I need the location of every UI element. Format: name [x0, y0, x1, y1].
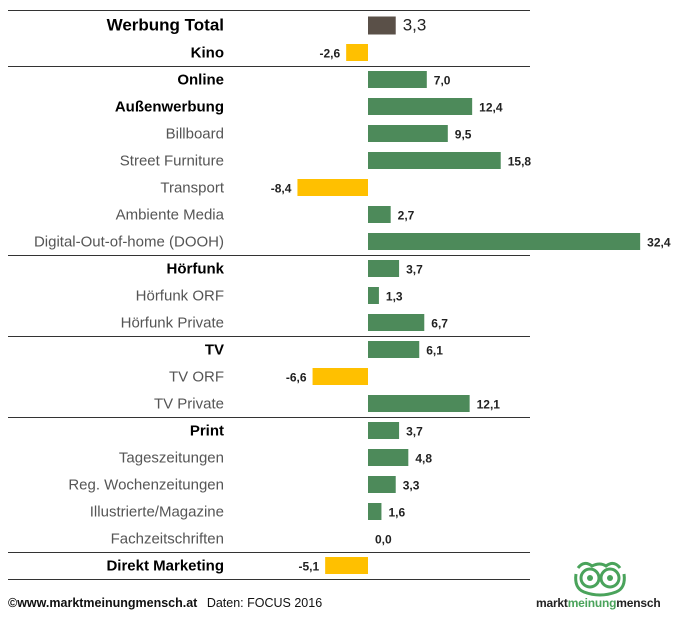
value-label-ambiente-media: 2,7	[398, 209, 415, 223]
bar-transport	[297, 179, 368, 196]
category-label-reg-wochenzeitungen: Reg. Wochenzeitungen	[68, 477, 224, 494]
bar-tv-orf	[312, 368, 368, 385]
value-label-billboard: 9,5	[455, 128, 472, 142]
value-label-hörfunk-orf: 1,3	[386, 290, 403, 304]
bar-reg-wochenzeitungen	[368, 476, 396, 493]
data-source: Daten: FOCUS 2016	[206, 596, 323, 610]
bar-street-furniture	[368, 152, 501, 169]
category-label-werbung-total: Werbung Total	[107, 16, 224, 35]
bar-illustrierte-magazine	[368, 503, 382, 520]
category-label-illustrierte-magazine: Illustrierte/Magazine	[90, 504, 224, 521]
value-label-illustrierte-magazine: 1,6	[388, 506, 405, 520]
bar-hörfunk	[368, 260, 400, 277]
category-label-hörfunk-private: Hörfunk Private	[121, 315, 224, 332]
category-label-tv: TV	[205, 342, 224, 359]
owl-logo-icon	[574, 561, 626, 597]
category-label-hörfunk-orf: Hörfunk ORF	[136, 288, 224, 305]
bar-hörfunk-orf	[368, 287, 379, 304]
category-label-ambiente-media: Ambiente Media	[116, 207, 225, 224]
category-label-außenwerbung: Außenwerbung	[115, 99, 224, 116]
value-label-reg-wochenzeitungen: 3,3	[403, 479, 420, 493]
value-label-street-furniture: 15,8	[508, 155, 532, 169]
category-label-tageszeitungen: Tageszeitungen	[119, 450, 224, 467]
value-label-transport: -8,4	[271, 182, 292, 196]
value-label-digital-out-of-home-dooh: 32,4	[647, 236, 671, 250]
value-label-hörfunk-private: 6,7	[431, 317, 448, 331]
value-label-kino: -2,6	[319, 47, 340, 61]
bar-tv	[368, 341, 420, 358]
value-label-tv: 6,1	[426, 344, 443, 358]
category-label-print: Print	[190, 423, 224, 440]
logo: marktmeinungmensch	[530, 560, 680, 616]
bar-tageszeitungen	[368, 449, 409, 466]
category-label-kino: Kino	[191, 45, 224, 62]
category-label-tv-private: TV Private	[154, 396, 224, 413]
bar-print	[368, 422, 400, 439]
value-label-print: 3,7	[406, 425, 423, 439]
bar-online	[368, 71, 427, 88]
value-label-tv-orf: -6,6	[286, 371, 307, 385]
category-label-online: Online	[177, 72, 224, 89]
value-label-außenwerbung: 12,4	[479, 101, 503, 115]
copyright-url[interactable]: ©www.marktmeinungmensch.at	[8, 596, 198, 610]
footer: ©www.marktmeinungmensch.at Daten: FOCUS …	[8, 596, 322, 610]
value-label-direkt-marketing: -5,1	[298, 560, 319, 574]
logo-text: marktmeinungmensch	[536, 596, 661, 610]
category-label-fachzeitschriften: Fachzeitschriften	[111, 531, 224, 548]
value-label-hörfunk: 3,7	[406, 263, 423, 277]
bar-direkt-marketing	[325, 557, 368, 574]
category-label-billboard: Billboard	[166, 126, 224, 143]
value-label-tageszeitungen: 4,8	[415, 452, 432, 466]
bar-außenwerbung	[368, 98, 473, 115]
value-label-tv-private: 12,1	[477, 398, 501, 412]
bar-werbung-total	[368, 16, 396, 35]
value-label-online: 7,0	[434, 74, 451, 88]
bar-kino	[346, 44, 368, 61]
bar-hörfunk-private	[368, 314, 425, 331]
category-label-transport: Transport	[160, 180, 224, 197]
logo-text-meinung: meinung	[567, 596, 617, 610]
logo-text-mensch: mensch	[616, 596, 661, 610]
value-label-werbung-total: 3,3	[403, 16, 427, 35]
bar-digital-out-of-home-dooh	[368, 233, 641, 250]
bar-billboard	[368, 125, 448, 142]
bar-tv-private	[368, 395, 470, 412]
category-label-street-furniture: Street Furniture	[120, 153, 224, 170]
category-label-direkt-marketing: Direkt Marketing	[106, 558, 224, 575]
logo-text-markt: markt	[536, 596, 568, 610]
value-label-fachzeitschriften: 0,0	[375, 533, 392, 547]
category-label-hörfunk: Hörfunk	[167, 261, 225, 278]
category-label-digital-out-of-home-dooh: Digital-Out-of-home (DOOH)	[34, 234, 224, 251]
category-label-tv-orf: TV ORF	[169, 369, 224, 386]
bar-ambiente-media	[368, 206, 391, 223]
